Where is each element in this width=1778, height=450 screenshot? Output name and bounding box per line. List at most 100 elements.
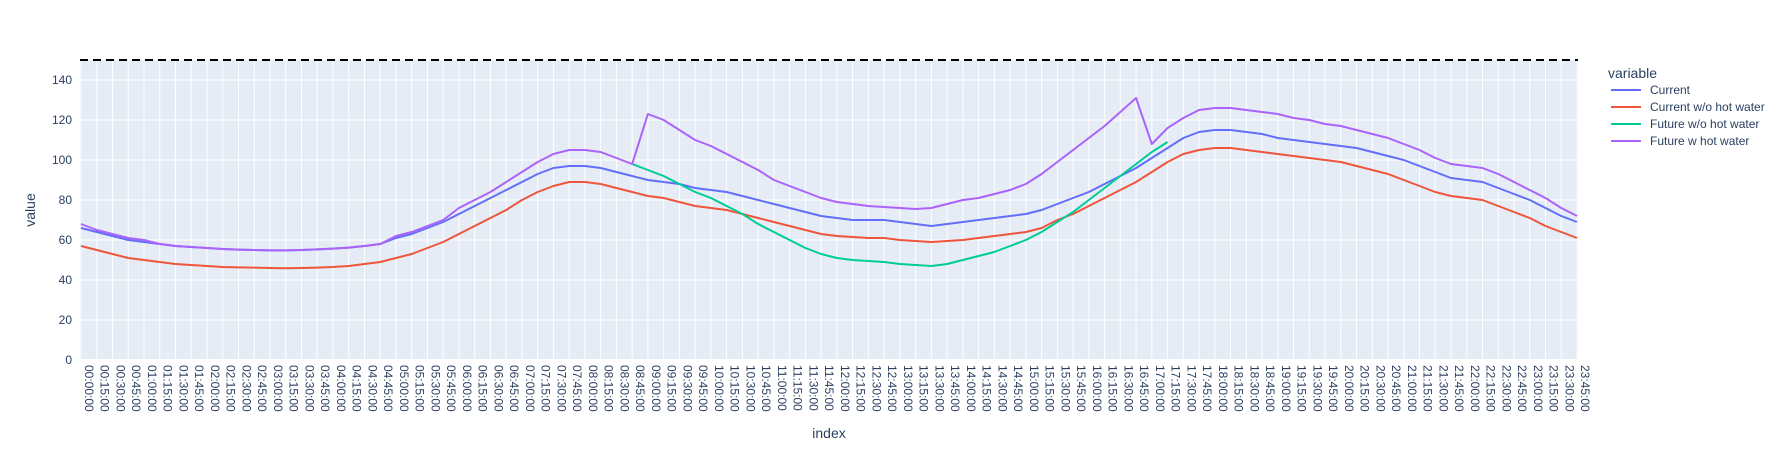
y-tick-label: 140 <box>52 73 72 87</box>
x-tick-label: 13:00:00 <box>901 365 915 412</box>
x-tick-label: 16:00:00 <box>1090 365 1104 412</box>
x-tick-label: 04:15:00 <box>350 365 364 412</box>
y-tick-label: 80 <box>59 193 73 207</box>
x-tick-label: 17:30:00 <box>1184 365 1198 412</box>
x-tick-label: 01:30:00 <box>176 365 190 412</box>
x-tick-label: 02:00:00 <box>208 365 222 412</box>
x-tick-label: 16:45:00 <box>1137 365 1151 412</box>
x-tick-label: 13:30:00 <box>932 365 946 412</box>
x-tick-label: 00:15:00 <box>98 365 112 412</box>
x-tick-label: 14:30:00 <box>995 365 1009 412</box>
x-tick-label: 04:00:00 <box>334 365 348 412</box>
x-tick-label: 06:00:00 <box>460 365 474 412</box>
x-tick-label: 11:45:00 <box>822 365 836 411</box>
x-tick-label: 00:30:00 <box>113 365 127 412</box>
x-tick-label: 20:00:00 <box>1342 365 1356 412</box>
x-tick-label: 07:45:00 <box>570 365 584 412</box>
x-tick-label: 05:45:00 <box>444 365 458 412</box>
x-tick-label: 15:00:00 <box>1027 365 1041 412</box>
x-tick-label: 10:45:00 <box>759 365 773 412</box>
y-axis-title: value <box>22 193 38 227</box>
x-tick-label: 14:00:00 <box>964 365 978 412</box>
x-tick-label: 23:30:00 <box>1562 365 1576 412</box>
x-tick-label: 18:45:00 <box>1263 365 1277 412</box>
x-tick-label: 22:00:00 <box>1468 365 1482 412</box>
x-tick-label: 05:30:00 <box>428 365 442 412</box>
x-tick-label: 02:45:00 <box>255 365 269 412</box>
x-tick-label: 00:00:00 <box>82 365 96 412</box>
x-tick-label: 07:15:00 <box>539 365 553 412</box>
x-tick-label: 06:15:00 <box>476 365 490 412</box>
x-tick-label: 19:00:00 <box>1279 365 1293 412</box>
legend-entry: Future w/o hot water <box>1650 117 1759 131</box>
x-tick-label: 08:45:00 <box>633 365 647 412</box>
legend: variable Current Current w/o hot water Fut… <box>1608 65 1765 148</box>
x-tick-label: 17:15:00 <box>1169 365 1183 412</box>
x-tick-label: 14:15:00 <box>980 365 994 412</box>
legend-entry: Current w/o hot water <box>1650 100 1765 114</box>
x-tick-label: 00:45:00 <box>129 365 143 412</box>
y-axis-ticks: 0 20 40 60 80 100 120 140 <box>52 73 72 367</box>
x-tick-label: 10:00:00 <box>712 365 726 412</box>
x-tick-label: 23:00:00 <box>1531 365 1545 412</box>
x-tick-label: 13:15:00 <box>917 365 931 412</box>
x-tick-label: 17:00:00 <box>1153 365 1167 412</box>
grid-lines <box>80 60 1578 361</box>
x-tick-label: 01:45:00 <box>192 365 206 412</box>
x-tick-label: 08:30:00 <box>617 365 631 412</box>
x-tick-label: 08:15:00 <box>602 365 616 412</box>
x-tick-label: 21:30:00 <box>1436 365 1450 412</box>
x-tick-label: 08:00:00 <box>586 365 600 412</box>
legend-entry: Future w hot water <box>1650 134 1749 148</box>
y-tick-label: 100 <box>52 153 72 167</box>
x-axis-ticks: 00:00:00 00:15:00 00:30:00 00:45:00 01:00:00… <box>82 365 1592 412</box>
x-tick-label: 15:15:00 <box>1043 365 1057 412</box>
x-tick-label: 07:30:00 <box>554 365 568 412</box>
x-tick-label: 02:30:00 <box>239 365 253 412</box>
y-tick-label: 40 <box>59 273 73 287</box>
x-tick-label: 07:00:00 <box>523 365 537 412</box>
x-tick-label: 06:45:00 <box>507 365 521 412</box>
x-tick-label: 01:00:00 <box>145 365 159 412</box>
y-tick-label: 60 <box>59 233 73 247</box>
x-tick-label: 23:15:00 <box>1547 365 1561 412</box>
x-tick-label: 02:15:00 <box>224 365 238 412</box>
x-tick-label: 15:30:00 <box>1058 365 1072 412</box>
x-tick-label: 05:00:00 <box>397 365 411 412</box>
x-tick-label: 03:00:00 <box>271 365 285 412</box>
x-tick-label: 16:30:00 <box>1121 365 1135 412</box>
x-tick-label: 10:30:00 <box>743 365 757 412</box>
x-tick-label: 11:15:00 <box>791 365 805 411</box>
x-tick-label: 09:45:00 <box>696 365 710 412</box>
x-tick-label: 22:15:00 <box>1484 365 1498 412</box>
legend-title: variable <box>1608 65 1657 81</box>
x-tick-label: 20:15:00 <box>1358 365 1372 412</box>
x-tick-label: 09:30:00 <box>680 365 694 412</box>
x-tick-label: 22:30:00 <box>1499 365 1513 412</box>
x-tick-label: 10:15:00 <box>728 365 742 412</box>
x-tick-label: 18:00:00 <box>1216 365 1230 412</box>
x-tick-label: 14:45:00 <box>1011 365 1025 412</box>
x-tick-label: 20:30:00 <box>1373 365 1387 412</box>
x-tick-label: 18:15:00 <box>1232 365 1246 412</box>
series-line <box>80 147 1578 270</box>
x-tick-label: 09:15:00 <box>665 365 679 412</box>
y-tick-label: 20 <box>59 313 73 327</box>
x-tick-label: 03:45:00 <box>318 365 332 412</box>
x-tick-label: 12:00:00 <box>838 365 852 412</box>
x-tick-label: 04:45:00 <box>381 365 395 412</box>
x-tick-label: 15:45:00 <box>1074 365 1088 412</box>
y-tick-label: 0 <box>65 353 72 367</box>
x-tick-label: 06:30:00 <box>491 365 505 412</box>
x-tick-label: 11:30:00 <box>806 365 820 411</box>
series-line <box>80 97 1578 252</box>
x-tick-label: 22:45:00 <box>1515 365 1529 412</box>
x-tick-label: 18:30:00 <box>1247 365 1261 412</box>
x-tick-label: 03:30:00 <box>302 365 316 412</box>
x-tick-label: 23:45:00 <box>1578 365 1592 412</box>
x-tick-label: 21:15:00 <box>1421 365 1435 412</box>
x-tick-label: 11:00:00 <box>775 365 789 411</box>
y-tick-label: 120 <box>52 113 72 127</box>
series-lines <box>80 97 1578 270</box>
